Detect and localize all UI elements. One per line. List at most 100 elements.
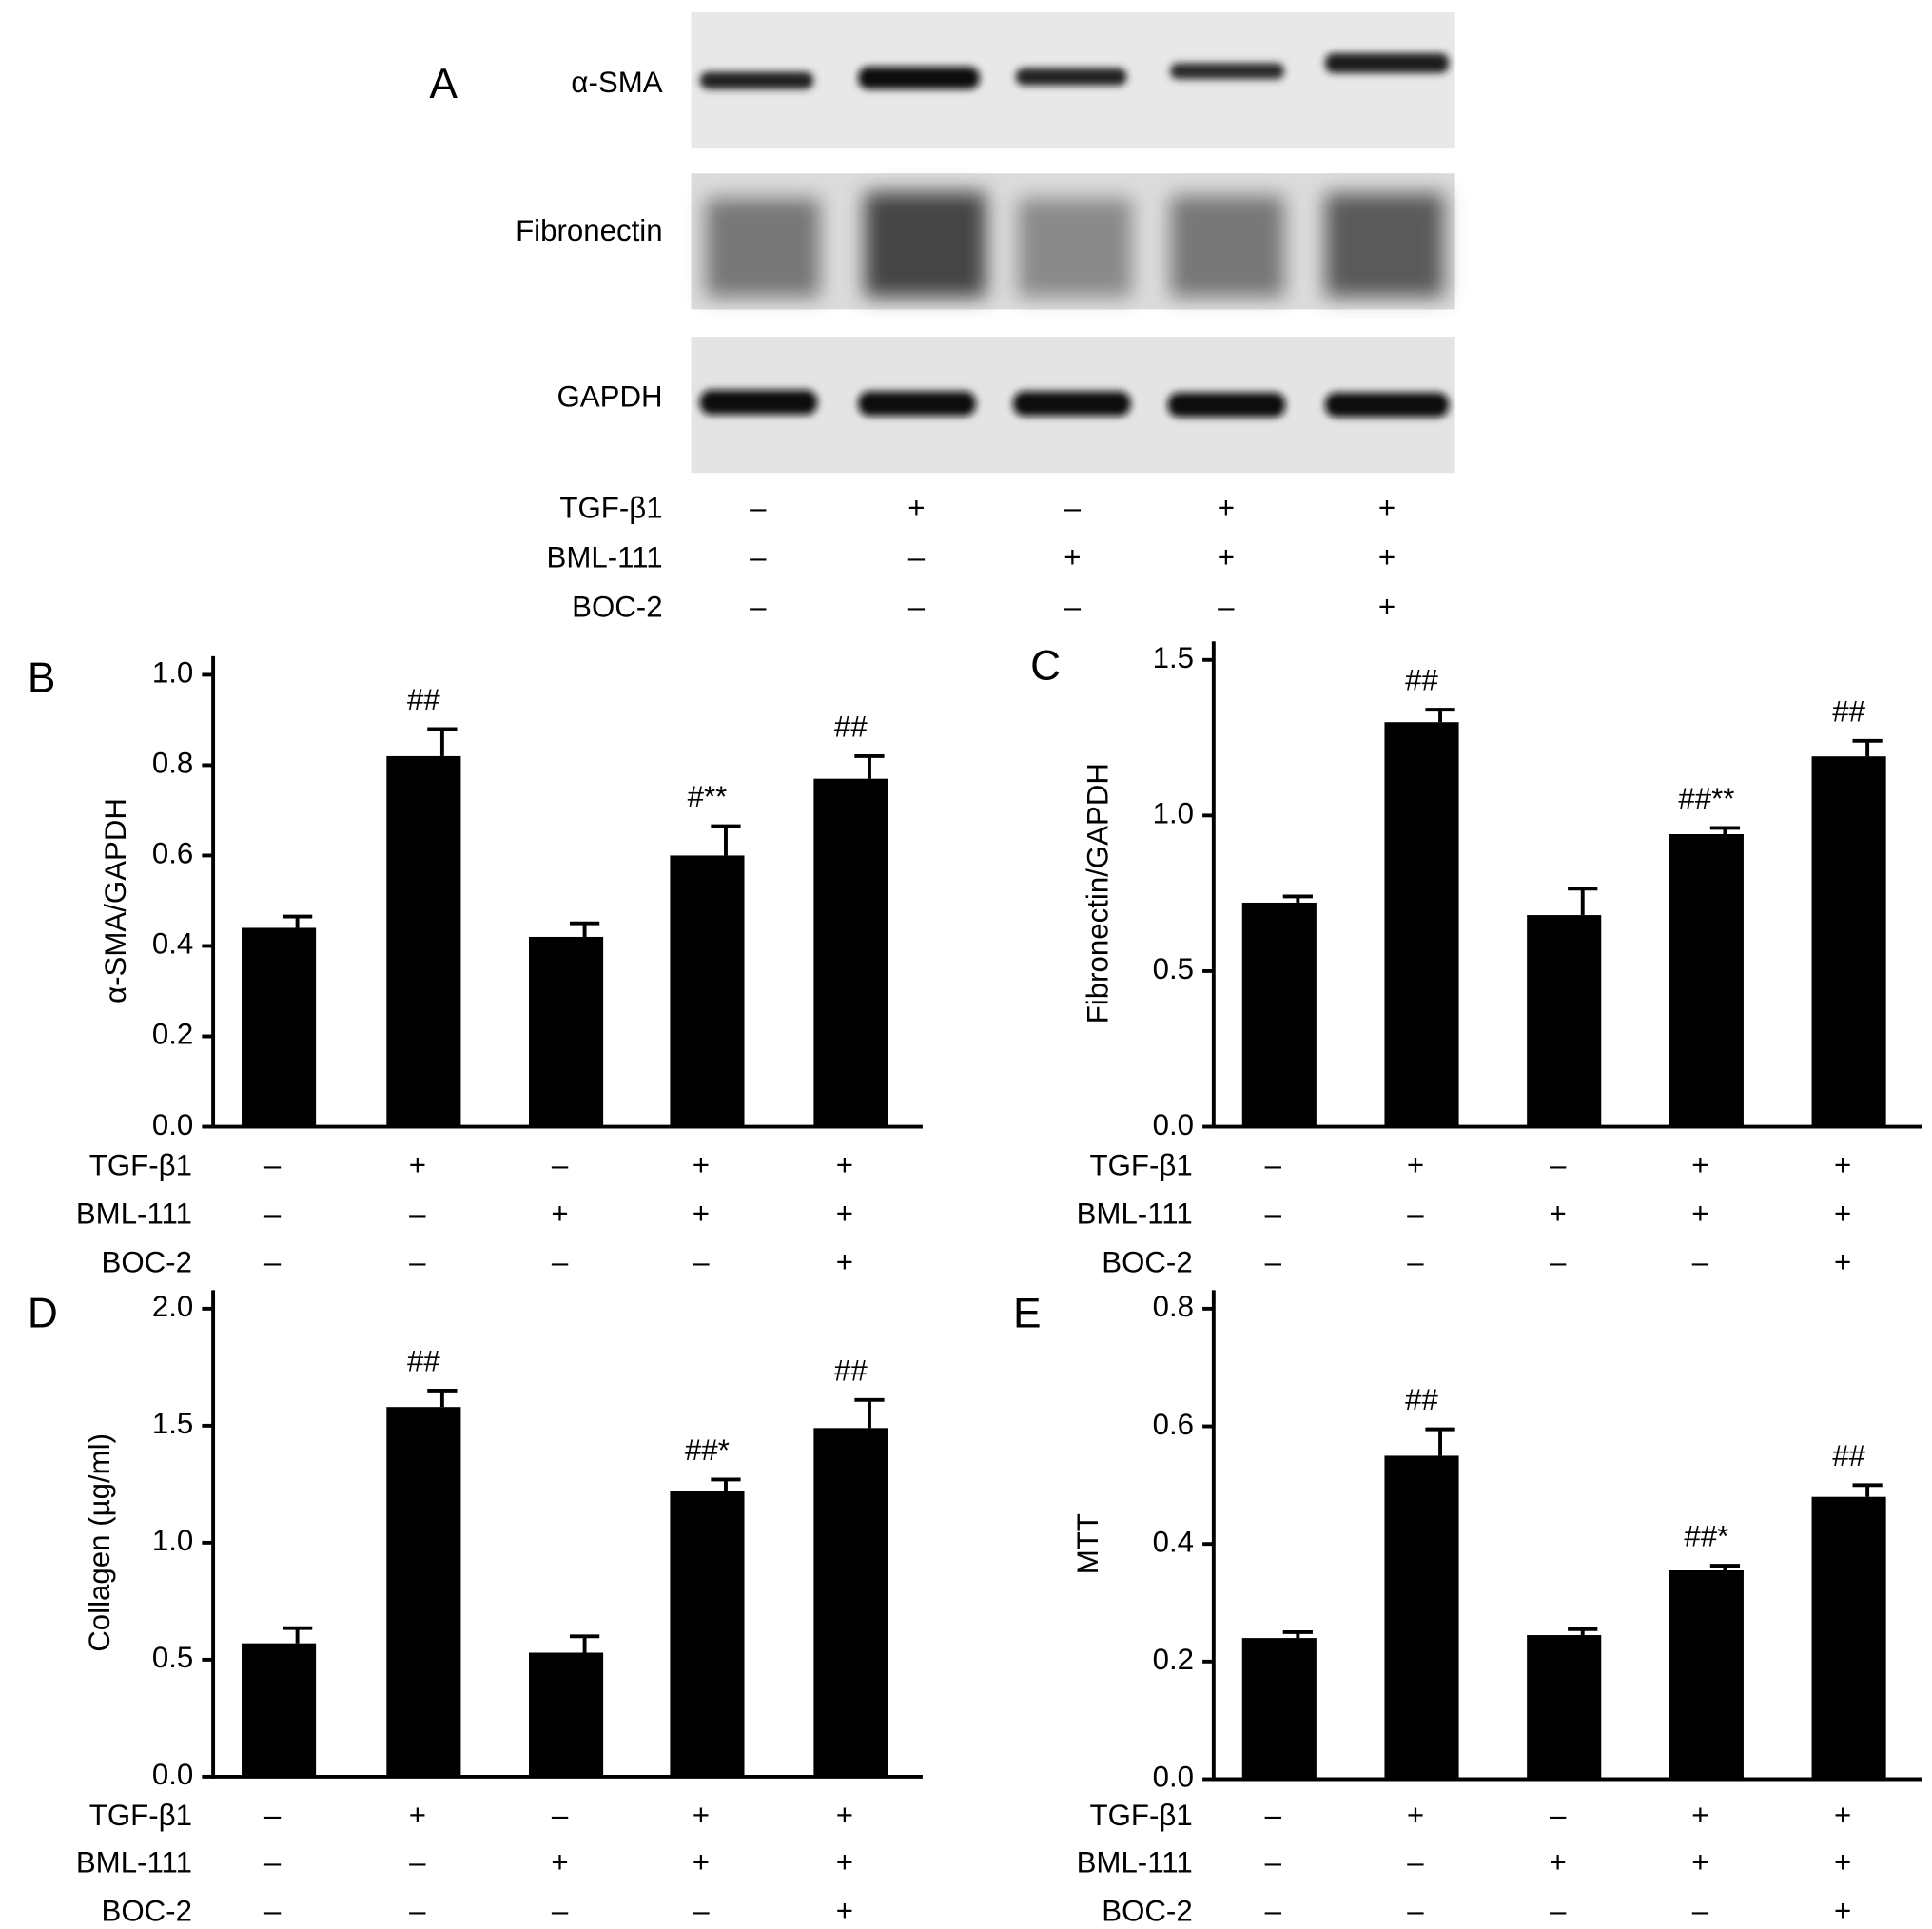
treatment-sign: – (1550, 1799, 1567, 1832)
significance-label: ## (834, 711, 868, 744)
treatment-sign: – (1064, 492, 1082, 525)
treatment-sign: – (908, 591, 926, 624)
treatment-sign: + (1218, 492, 1235, 525)
treatment-sign: + (551, 1197, 568, 1230)
bar (670, 855, 745, 1127)
fibronectin-bands (706, 191, 1444, 298)
significance-label: ## (407, 1345, 440, 1378)
gapdh-bands (699, 390, 1450, 418)
treatment-sign: – (1407, 1245, 1424, 1278)
treatment-sign: – (908, 541, 926, 575)
treatment-name: BOC-2 (1102, 1245, 1192, 1278)
treatment-sign: + (836, 1197, 853, 1230)
significance-label: ## (407, 683, 440, 716)
treatment-sign: + (1378, 541, 1395, 575)
significance-label: ## (1832, 694, 1865, 728)
treatment-name: TGF-β1 (89, 1799, 192, 1832)
y-tick-label: 0.5 (152, 1641, 193, 1674)
treatment-sign: – (552, 1245, 569, 1278)
significance-label: ## (1832, 1439, 1865, 1472)
bar (670, 1491, 745, 1777)
treatment-sign: – (409, 1245, 426, 1278)
treatment-name: BML-111 (76, 1197, 192, 1230)
treatment-name: BOC-2 (101, 1245, 191, 1278)
y-tick-label: 0.2 (1153, 1643, 1194, 1676)
treatment-sign: – (409, 1894, 426, 1927)
treatment-sign: – (1550, 1894, 1567, 1927)
treatment-sign: – (1265, 1799, 1282, 1832)
treatment-sign: – (264, 1894, 282, 1927)
significance-label: ##* (1684, 1520, 1728, 1553)
bar (813, 1428, 888, 1777)
treatment-name: BOC-2 (572, 591, 662, 624)
treatment-sign: + (1691, 1149, 1708, 1182)
treatment-sign: + (1064, 541, 1081, 575)
treatment-sign: + (1407, 1149, 1424, 1182)
treatment-sign: + (1378, 591, 1395, 624)
treatment-sign: + (907, 492, 925, 525)
y-tick-label: 0.4 (152, 927, 193, 961)
bar (1384, 1455, 1459, 1780)
treatment-sign: – (1265, 1894, 1282, 1927)
significance-label: ##** (1678, 782, 1734, 815)
treatment-sign: – (1265, 1245, 1282, 1278)
bar (813, 778, 888, 1127)
bar (386, 755, 461, 1127)
y-tick-label: 1.5 (1153, 641, 1194, 674)
treatment-sign: + (836, 1149, 853, 1182)
treatment-name: BML-111 (546, 541, 662, 575)
y-axis-label: Fibronectin/GAPDH (1081, 763, 1114, 1023)
treatment-name: BML-111 (76, 1846, 192, 1880)
treatment-sign: – (1550, 1245, 1567, 1278)
treatment-sign: + (836, 1894, 853, 1927)
treatment-sign: – (1407, 1197, 1424, 1230)
y-tick-label: 0.6 (1153, 1408, 1194, 1441)
treatment-sign: + (693, 1846, 710, 1880)
treatment-sign: + (551, 1846, 568, 1880)
y-axis-label: Collagen (µg/ml) (83, 1433, 116, 1652)
treatment-name: BML-111 (1077, 1197, 1193, 1230)
bar (1527, 915, 1602, 1127)
bar (1811, 1496, 1886, 1780)
treatment-sign: + (409, 1149, 426, 1182)
treatment-sign: + (1691, 1799, 1708, 1832)
treatment-sign: – (750, 541, 767, 575)
bar (386, 1407, 461, 1777)
y-tick-label: 0.4 (1153, 1525, 1194, 1558)
blot-images (691, 12, 1455, 474)
treatment-sign: – (1692, 1894, 1709, 1927)
bar (529, 1652, 604, 1777)
bar (242, 1643, 317, 1777)
panel-label: B (28, 655, 56, 702)
y-axis-label: α-SMA/GAPDH (99, 798, 132, 1003)
treatment-sign: – (264, 1197, 282, 1230)
treatment-name: TGF-β1 (1090, 1799, 1193, 1832)
treatment-sign: + (693, 1149, 710, 1182)
treatment-sign: + (1834, 1799, 1851, 1832)
treatment-sign: – (1218, 591, 1235, 624)
treatment-sign: – (1692, 1245, 1709, 1278)
y-tick-label: 2.0 (152, 1290, 193, 1323)
panel-label: D (28, 1290, 58, 1336)
treatment-sign: – (750, 492, 767, 525)
treatment-sign: + (836, 1846, 853, 1880)
treatment-sign: – (552, 1894, 569, 1927)
treatment-sign: – (1407, 1846, 1424, 1880)
treatment-name: BOC-2 (101, 1894, 191, 1927)
treatment-sign: + (409, 1799, 426, 1832)
treatment-sign: – (1265, 1197, 1282, 1230)
treatment-sign: + (693, 1799, 710, 1832)
bar (242, 927, 317, 1127)
protein-label: GAPDH (557, 380, 663, 413)
treatment-sign: – (1265, 1846, 1282, 1880)
treatment-sign: – (1407, 1894, 1424, 1927)
treatment-sign: – (1550, 1149, 1567, 1182)
bar (1241, 902, 1317, 1127)
y-tick-label: 0.0 (152, 1758, 193, 1791)
treatment-sign: – (264, 1846, 282, 1880)
y-tick-label: 0.2 (152, 1018, 193, 1051)
treatment-sign: + (1834, 1149, 1851, 1182)
treatment-sign: + (1834, 1894, 1851, 1927)
treatment-sign: – (693, 1894, 710, 1927)
